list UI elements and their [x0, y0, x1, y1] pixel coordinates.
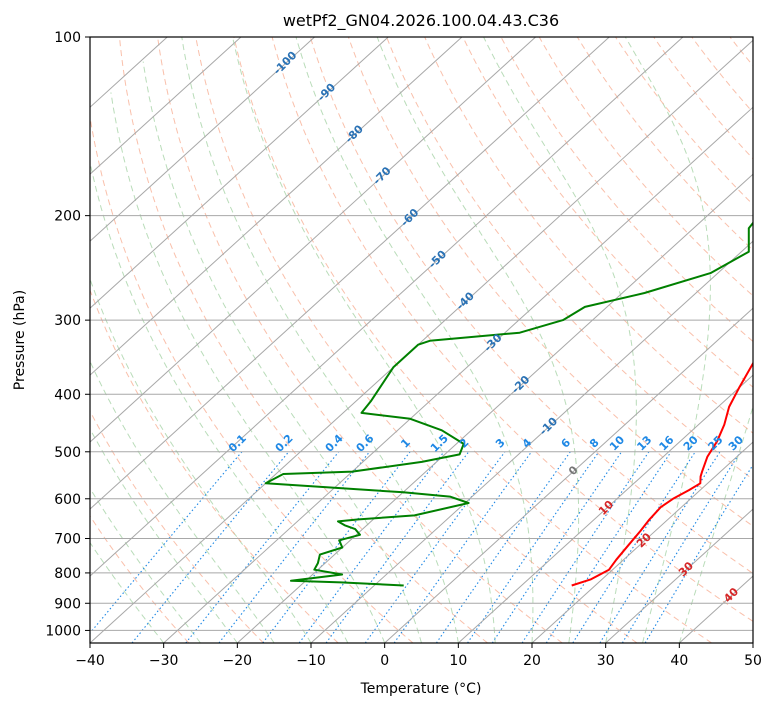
mixing-ratio-line: [644, 463, 753, 643]
moist-adiabat-line: [90, 360, 275, 643]
x-tick-label: −10: [296, 653, 326, 669]
y-tick-label: 1000: [45, 623, 81, 639]
dry-adiabat-line: [233, 37, 712, 643]
x-tick-label: 30: [597, 653, 615, 669]
mixing-ratio-line: [298, 451, 445, 643]
dry-adiabat-line: [195, 37, 638, 643]
x-tick-label: −20: [223, 653, 253, 669]
moist-adiabat-line: [90, 160, 349, 643]
dry-adiabat-line: [500, 37, 753, 343]
mixing-ratio-line: [90, 451, 243, 634]
mixing-ratio-line: [545, 451, 672, 643]
dry-adiabat-line: [462, 37, 753, 388]
dewpoint-line: [264, 221, 753, 587]
dry-adiabat-line: [157, 37, 563, 643]
y-tick-label: 100: [54, 30, 81, 46]
isotherm-line: [90, 37, 389, 309]
y-tick-label: 200: [54, 209, 81, 225]
dry-adiabat-line: [576, 37, 753, 251]
isotherm-line: [163, 106, 753, 643]
dry-adiabat-line: [309, 37, 753, 575]
isotherm-line: [90, 37, 242, 175]
dry-adiabat-line: [538, 37, 753, 297]
dry-adiabat-line: [90, 288, 339, 643]
y-tick-label: 800: [54, 566, 81, 582]
mixing-ratio-line: [491, 451, 623, 643]
moist-adiabat-line: [110, 92, 386, 643]
mixing-ratio-line: [521, 451, 650, 643]
x-tick-label: 10: [449, 653, 467, 669]
y-tick-label: 400: [54, 387, 81, 403]
moist-adiabat-line: [624, 37, 711, 643]
dry-adiabat-line: [347, 37, 753, 527]
isotherm-line: [90, 37, 684, 577]
x-tick-label: 50: [744, 653, 762, 669]
x-tick-label: −40: [75, 653, 105, 669]
isotherm-line: [605, 508, 753, 643]
moist-adiabat-line: [90, 427, 238, 643]
y-axis-label: Pressure (hPa): [12, 290, 28, 390]
isotherm-line: [90, 39, 753, 643]
moist-adiabat-line: [295, 37, 534, 643]
isotherm-line: [90, 37, 463, 376]
y-tick-label: 900: [54, 596, 81, 612]
isotherm-line: [310, 240, 753, 643]
isotherm-line: [457, 374, 753, 643]
mixing-ratio-line: [621, 451, 741, 643]
mixing-ratio-line: [467, 451, 600, 643]
dry-adiabat-line: [653, 37, 753, 160]
isotherm-line: [236, 173, 753, 643]
mixing-ratio-line: [131, 451, 290, 643]
x-tick-label: −30: [149, 653, 179, 669]
x-tick-label: 40: [670, 653, 688, 669]
mixing-ratio-line: [185, 451, 340, 643]
mixing-ratio-line: [364, 451, 506, 643]
moist-adiabat-line: [678, 404, 753, 643]
isotherm-line: [90, 37, 536, 443]
isotherm-line: [90, 37, 315, 242]
x-tick-label: 0: [380, 653, 389, 669]
moist-adiabat-line: [376, 37, 580, 643]
dry-adiabat-line: [386, 37, 753, 481]
moist-adiabat-line: [232, 37, 496, 643]
moist-adiabat-line: [483, 37, 637, 643]
x-axis-label: Temperature (°C): [360, 681, 482, 697]
mixing-ratio-line: [435, 451, 571, 643]
isotherm-line: [90, 37, 610, 510]
moist-adiabat-line: [142, 61, 422, 643]
temperature-line: [571, 361, 753, 587]
plot-frame: [89, 36, 754, 644]
y-tick-label: 500: [54, 445, 81, 461]
mixing-ratio-line: [572, 451, 696, 643]
y-tick-label: 300: [54, 313, 81, 329]
y-tick-label: 600: [54, 492, 81, 508]
x-tick-label: 20: [523, 653, 541, 669]
isotherm-line: [531, 441, 753, 643]
dry-adiabat-line: [119, 37, 488, 643]
y-tick-label: 700: [54, 532, 81, 548]
dry-adiabat-line: [90, 113, 414, 643]
dry-adiabat-line: [90, 410, 264, 643]
chart-title: wetPf2_GN04.2026.100.04.43.C36: [283, 11, 559, 31]
isotherm-line: [384, 307, 753, 643]
